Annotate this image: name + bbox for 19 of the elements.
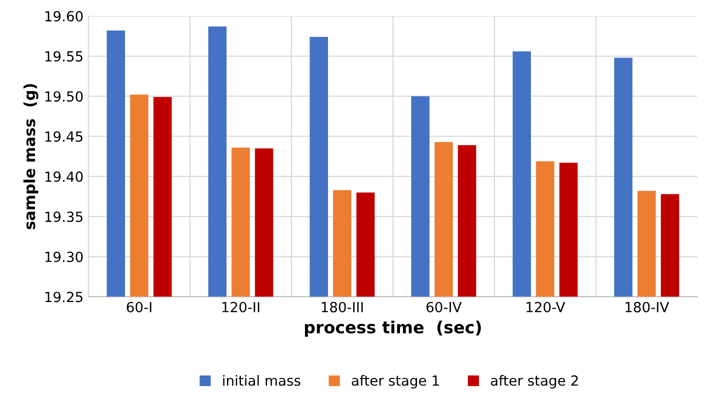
y-tick-label: 19.45 [45,131,82,142]
y-tick-label: 19.25 [45,292,82,302]
x-tick-label: 60-IV [426,302,462,312]
x-tick-label: 120-V [526,302,566,312]
y-tick-label: 19.35 [45,212,82,222]
x-tick-label: 120-II [222,302,260,312]
legend-label: after stage 2 [490,375,578,388]
y-tick-label: 19.50 [45,91,83,102]
y-tick-label: 19.40 [45,171,83,182]
y-tick-label: 19.30 [45,252,83,262]
y-axis-title: sample mass (g) [23,84,38,230]
y-tick-label: 19.55 [45,51,82,62]
x-tick-label: 180-III [322,302,363,312]
y-tick-label: 19.60 [45,11,83,22]
legend-label: initial mass [223,375,300,386]
x-axis-title: process time (sec) [304,320,481,337]
x-tick-label: 180-IV [626,302,670,312]
legend-label: after stage 1 [352,375,439,388]
x-tick-label: 60-I [126,302,152,312]
